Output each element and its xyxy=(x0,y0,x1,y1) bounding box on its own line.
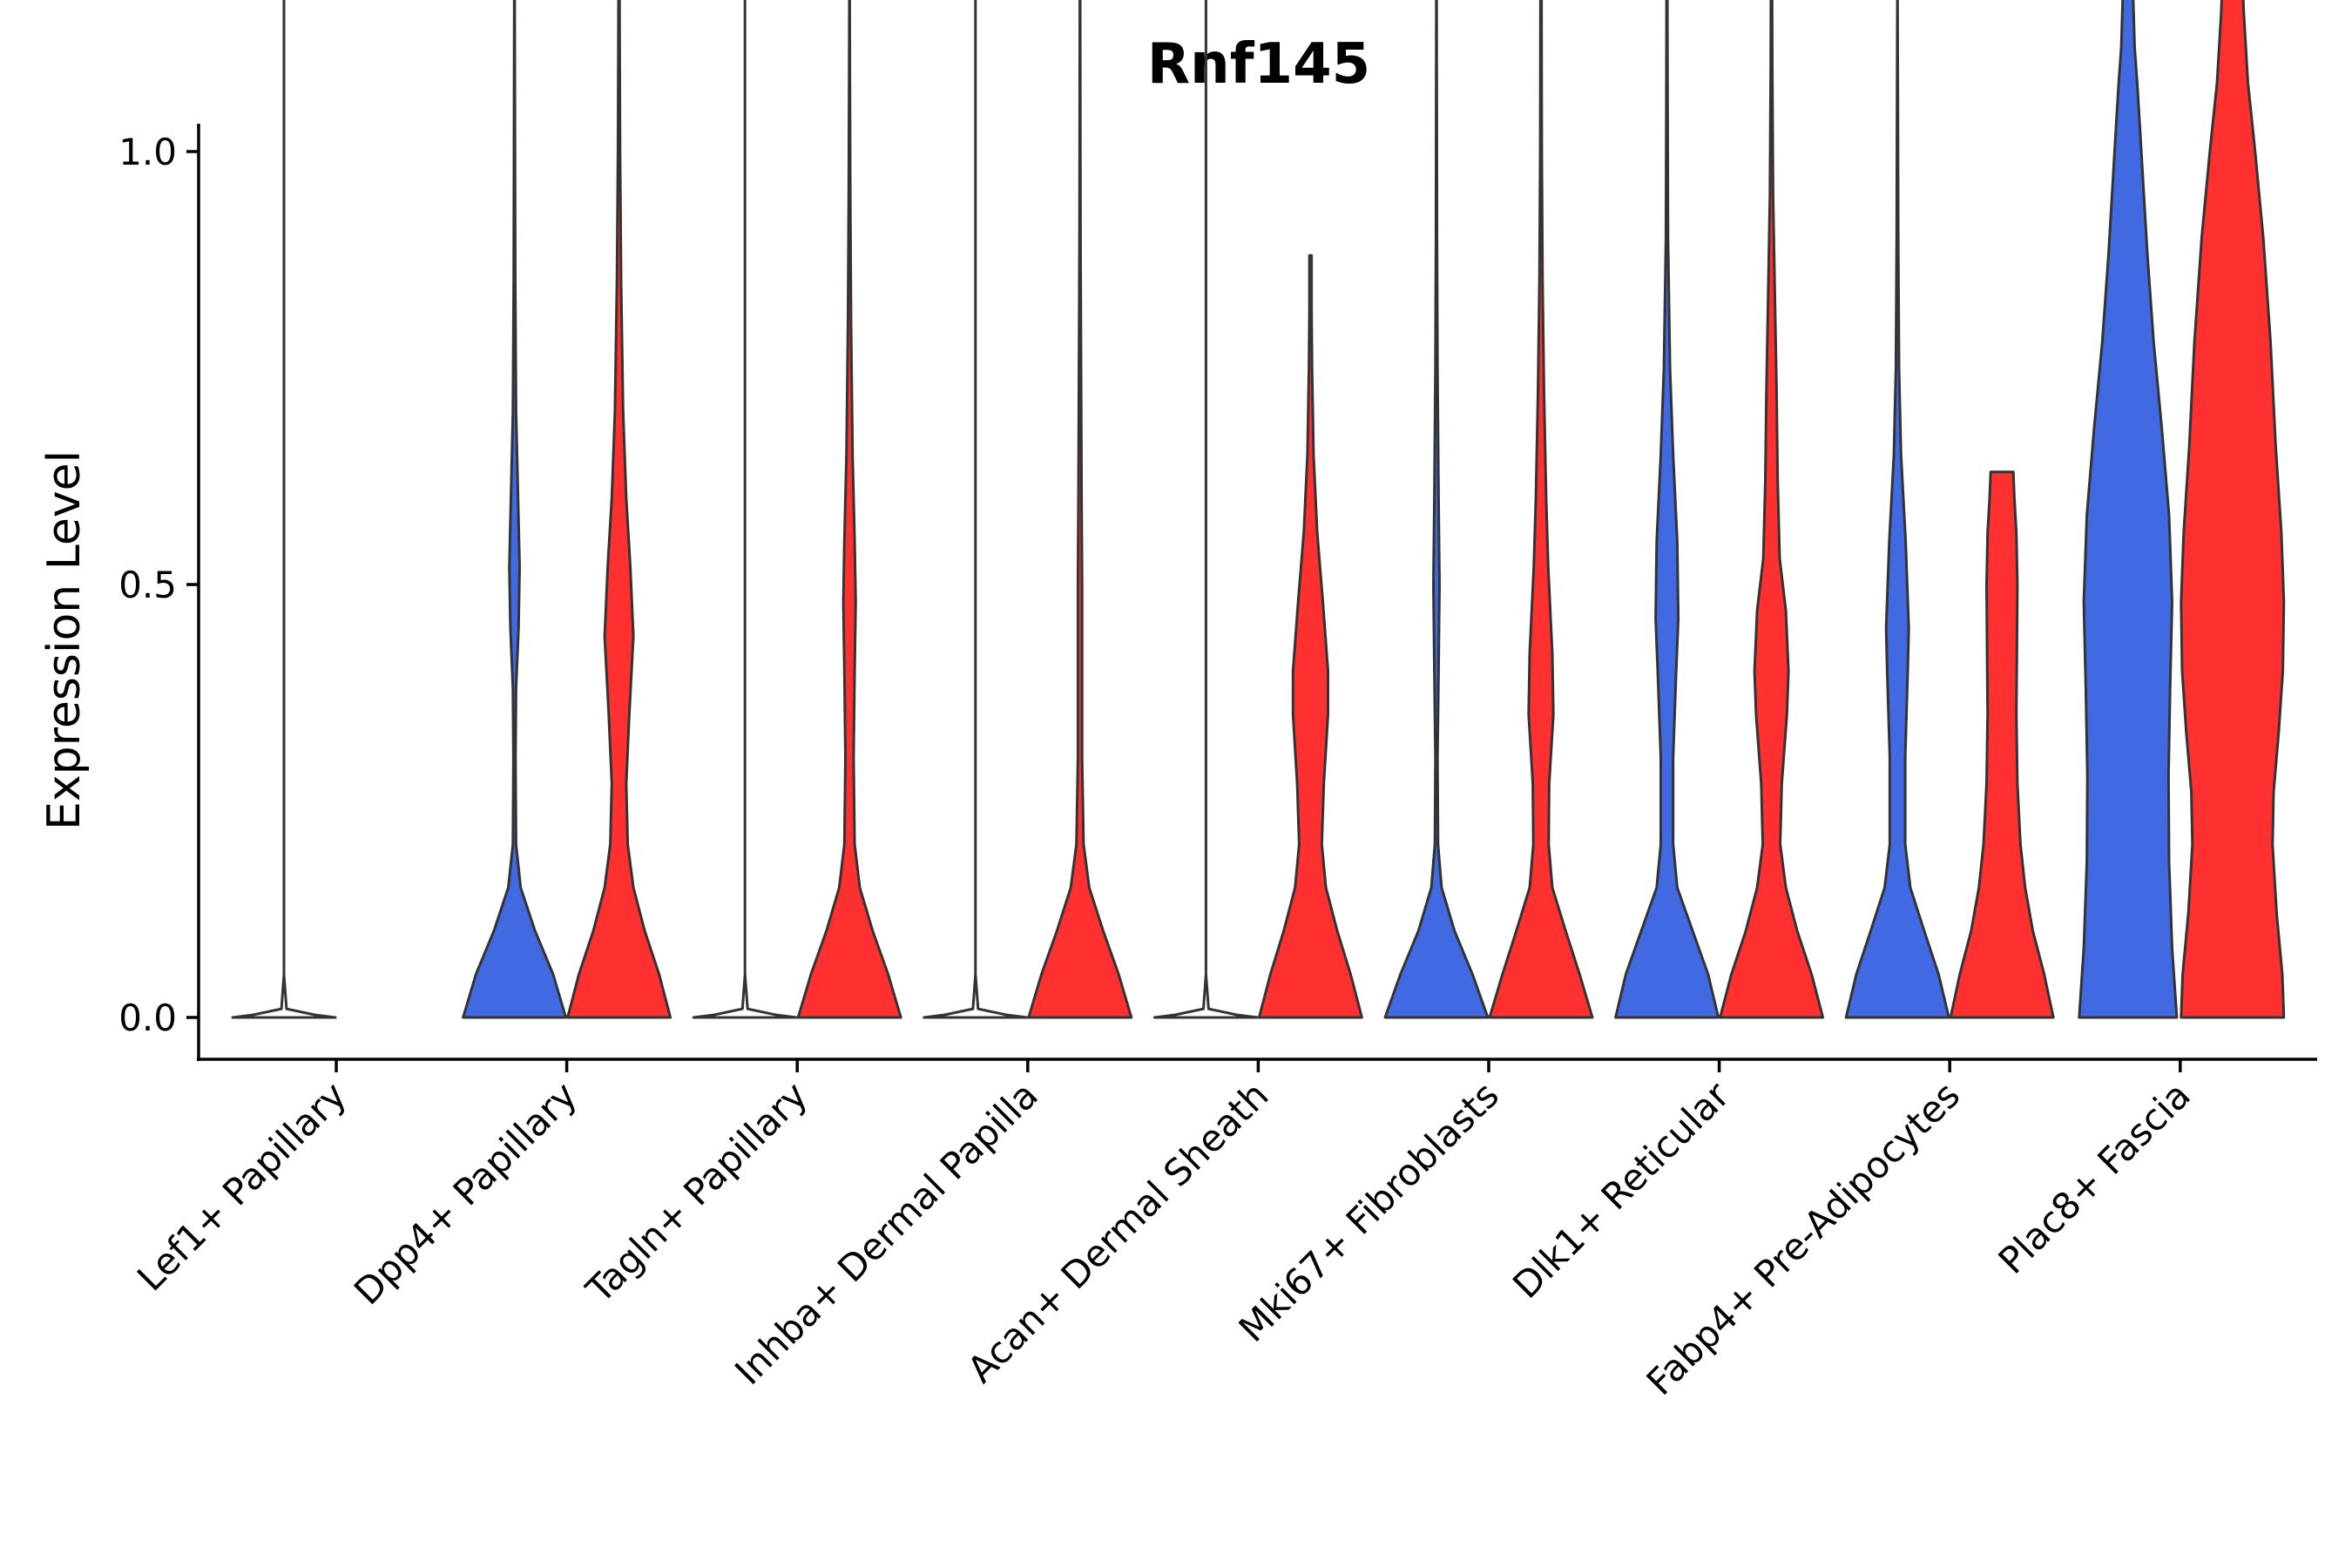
y-tick-label: 0.5 xyxy=(118,564,177,606)
x-tick-label: Tagln+ Papillary xyxy=(578,1073,815,1311)
x-tick-label: Dpp4+ Papillary xyxy=(346,1073,585,1313)
x-tick-label: Mki67+ Fibroblasts xyxy=(1231,1073,1507,1349)
violin-red-inhba-dermal-papilla xyxy=(1027,0,1133,1019)
violin-red-dlk1-reticular xyxy=(1719,0,1825,1019)
violin-red-dpp4-papillary xyxy=(566,0,672,1019)
violin-blue-mki67-fibroblasts xyxy=(1383,0,1490,1019)
violin-blue-lef1-papillary xyxy=(231,0,337,1019)
x-tick-label: Dlk1+ Reticular xyxy=(1504,1073,1738,1307)
x-tick-label: Plac8+ Fascia xyxy=(1990,1073,2199,1281)
violin-red-plac8-fascia xyxy=(2180,0,2286,1019)
y-tick-label: 0.0 xyxy=(118,997,177,1039)
y-tick-label: 1.0 xyxy=(118,131,177,173)
violin-blue-dpp4-papillary xyxy=(462,0,568,1019)
violin-blue-tagln-papillary xyxy=(692,0,798,1019)
x-tick-label: Lef1+ Papillary xyxy=(129,1073,355,1299)
violin-blue-acan-dermal-sheath xyxy=(1152,0,1259,1019)
violin-blue-dlk1-reticular xyxy=(1614,0,1720,1019)
chart-title: Rnf145 xyxy=(1147,32,1370,97)
violin-blue-inhba-dermal-papilla xyxy=(923,0,1029,1019)
violin-red-mki67-fibroblasts xyxy=(1488,0,1594,1019)
violin-layer xyxy=(231,0,2286,1019)
violin-red-acan-dermal-sheath xyxy=(1257,253,1363,1019)
y-axis: 0.00.51.01.52.0 xyxy=(118,124,200,1061)
y-axis-label: Expression Level xyxy=(38,450,91,830)
violin-red-fabp4-pre-adipocytes xyxy=(1949,470,2055,1019)
violin-red-tagln-papillary xyxy=(796,0,902,1019)
violin-blue-plac8-fascia xyxy=(2078,0,2179,1019)
violin-blue-fabp4-pre-adipocytes xyxy=(1844,0,1950,1019)
